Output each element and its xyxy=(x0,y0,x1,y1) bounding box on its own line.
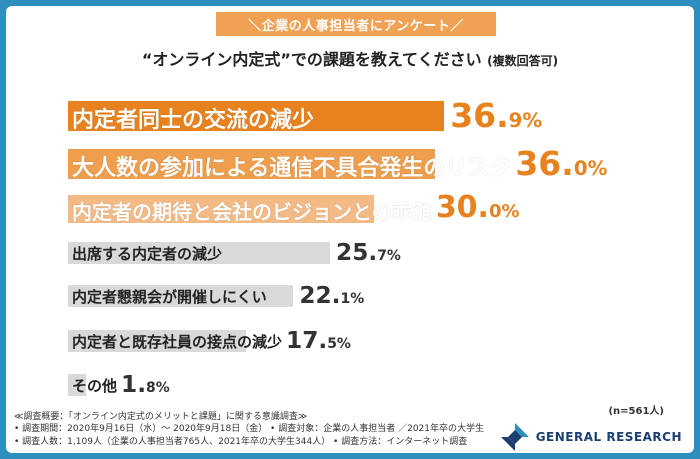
logo-text: GENERAL RESEARCH xyxy=(535,430,682,444)
footer-line: • 調査期間：2020年9月16日（水）～ 2020年9月18日（金） • 調査… xyxy=(14,424,484,435)
bar xyxy=(68,374,87,396)
bar-category-label: 内定者と既存社員の接点の減少 xyxy=(72,333,283,352)
bar-category-label: その他 xyxy=(72,377,118,396)
survey-footer: ≪調査概要：「オンライン内定式のメリットと課題」に関する意識調査≫ • 調査期間… xyxy=(14,411,484,448)
bar-value-label: 25.7% xyxy=(336,238,401,266)
bar xyxy=(68,195,374,223)
sample-size: (n=561人) xyxy=(608,406,664,417)
bar-category-label: 内定者同士の交流の減少 xyxy=(72,107,315,133)
chart-title: “オンライン内定式”での課題を教えてください (複数回答可) xyxy=(6,46,694,70)
bar xyxy=(68,330,247,352)
bar-chart: 内定者同士の交流の減少 36.9% 大人数の参加による通信不具合発生のリスク 36.0… xyxy=(6,6,694,453)
bar xyxy=(68,101,445,131)
bar xyxy=(68,285,294,307)
bar-value-label: 30.0% xyxy=(435,190,520,226)
bar xyxy=(68,242,331,264)
survey-banner: ＼企業の人事担当者にアンケート／ xyxy=(216,12,496,36)
company-logo: GENERAL RESEARCH xyxy=(500,422,682,452)
chart-title-text: “オンライン内定式”での課題を教えてください xyxy=(141,50,482,69)
chart-card: ＼企業の人事担当者にアンケート／ “オンライン内定式”での課題を教えてください … xyxy=(6,6,694,453)
bar-value-label: 1.8% xyxy=(121,370,170,398)
bar-value-label: 22.1% xyxy=(299,281,365,309)
chart-title-note: (複数回答可) xyxy=(487,54,559,68)
footer-line: ≪調査概要：「オンライン内定式のメリットと課題」に関する意識調査≫ xyxy=(14,412,308,422)
bar xyxy=(68,149,436,179)
bar-value-label: 36.9% xyxy=(450,95,543,135)
bar-category-label: 大人数の参加による通信不具合発生のリスク xyxy=(72,155,512,181)
bar-category-label: 内定者の期待と会社のビジョンとの乖離 xyxy=(72,200,432,224)
bar-value-label: 17.5% xyxy=(286,326,351,354)
bar-category-label: 出席する内定者の減少 xyxy=(72,245,223,264)
bar-value-label: 36.0% xyxy=(515,143,608,183)
bar-category-label: 内定者懇親会が開催しにくい xyxy=(72,288,267,307)
footer-line: • 調査人数：1,109人（企業の人事担当者765人、2021年卒の大学生344… xyxy=(14,436,468,447)
logo-mark-icon xyxy=(500,423,529,451)
